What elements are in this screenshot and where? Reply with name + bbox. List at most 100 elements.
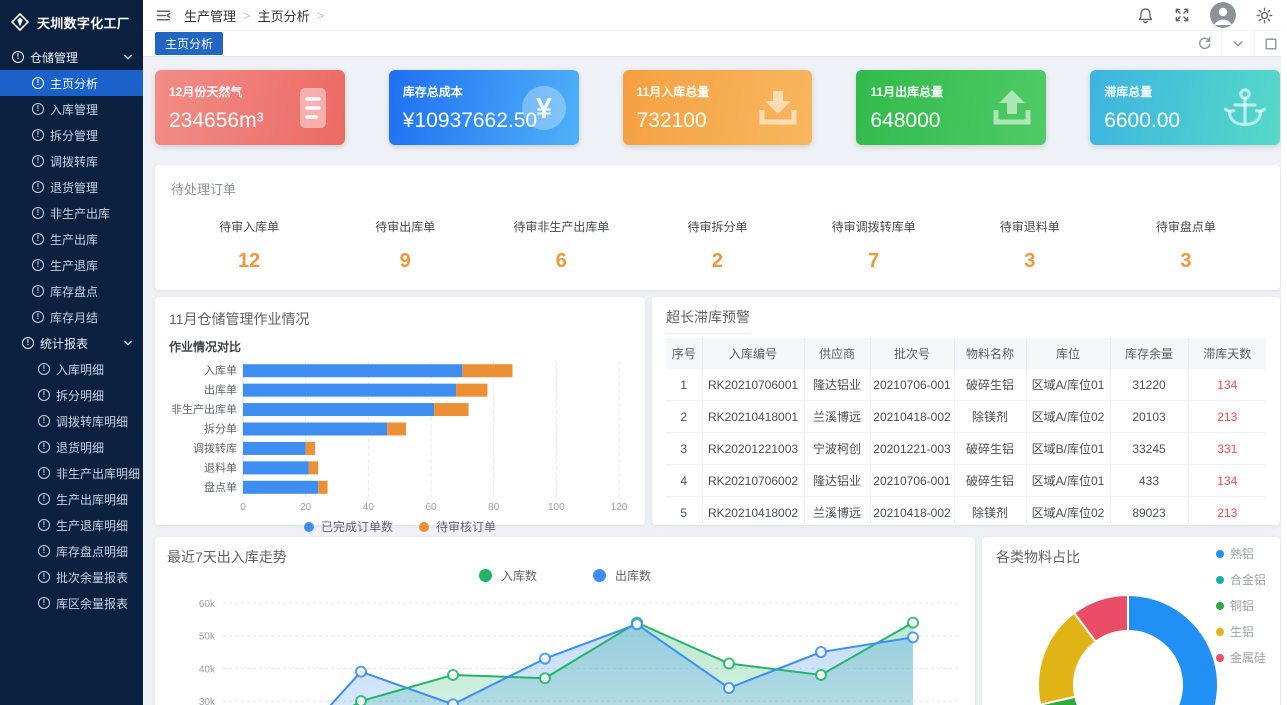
sidebar-group-1[interactable]: ! 统计报表: [0, 330, 143, 356]
pending-item-2[interactable]: 待审非生产出库单 6: [483, 218, 639, 273]
sidebar-item-0-7[interactable]: ! 生产退库: [0, 252, 143, 278]
legend-item-已完成订单数[interactable]: 已完成订单数: [303, 518, 393, 535]
table-cell: 除镁剂: [954, 400, 1027, 433]
warehouse-ops-title: 11月仓储管理作业情况: [169, 311, 310, 327]
circle-exclamation-icon: !: [32, 103, 44, 115]
main-area: 生产管理 > 主页分析 >: [143, 0, 1287, 705]
circle-exclamation-icon: !: [32, 259, 44, 271]
table-cell: 兰溪博远: [804, 496, 871, 529]
sidebar-item-0-5[interactable]: ! 非生产出库: [0, 200, 143, 226]
svg-text:调拨转库: 调拨转库: [193, 441, 237, 455]
legend-label: 入库数: [500, 569, 537, 583]
table-cell: 20210418-002: [870, 400, 955, 433]
trend-title: 最近7天出入库走势: [167, 549, 287, 565]
sidebar-group-0[interactable]: ! 仓储管理: [0, 44, 143, 70]
sidebar-item-0-2[interactable]: ! 拆分管理: [0, 122, 143, 148]
sidebar-item-0-1[interactable]: ! 入库管理: [0, 96, 143, 122]
legend-dot: [419, 521, 429, 532]
legend-item-待审核订单[interactable]: 待审核订单: [419, 518, 496, 535]
svg-text:¥: ¥: [536, 93, 552, 125]
fullscreen-icon[interactable]: [1174, 7, 1190, 23]
scrollbar-track[interactable]: [1281, 30, 1287, 705]
table-cell: 89023: [1110, 496, 1189, 529]
table-row: 4 RK20210706002 隆达铝业 20210706-001 破碎生铝 区域A/库位…: [666, 464, 1266, 497]
svg-text:40: 40: [363, 502, 375, 513]
table-cell: 31220: [1110, 369, 1189, 401]
table-cell: 兰溪博远: [804, 400, 871, 433]
sidebar-item-label: 批次余量报表: [56, 570, 129, 585]
sidebar-item-1-9[interactable]: ! 库区余量报表: [0, 590, 143, 616]
pending-item-count: 2: [711, 250, 724, 272]
table-cell: 破碎生铝: [954, 369, 1027, 401]
chevron-down-icon: [123, 52, 133, 62]
sidebar-item-0-3[interactable]: ! 调拨转库: [0, 148, 143, 174]
circle-exclamation-icon: !: [38, 519, 50, 531]
tab-home-analysis[interactable]: 主页分析: [155, 32, 224, 55]
table-header-cell: 批次号: [870, 338, 955, 369]
legend-dot: [1215, 627, 1224, 636]
pending-item-label: 待审非生产出库单: [513, 220, 610, 234]
sidebar-group-label: 统计报表: [40, 336, 89, 351]
sidebar-item-0-6[interactable]: ! 生产出库: [0, 226, 143, 252]
sidebar-item-1-1[interactable]: ! 拆分明细: [0, 382, 143, 408]
legend-item-熟铝[interactable]: 熟铝: [1215, 545, 1266, 562]
collapse-menu-icon[interactable]: [155, 7, 172, 24]
sidebar-item-1-6[interactable]: ! 生产退库明细: [0, 512, 143, 538]
sidebar-item-0-8[interactable]: ! 库存盘点: [0, 278, 143, 304]
table-cell: 区域A/库位01: [1026, 369, 1111, 401]
legend-item-生铝[interactable]: 生铝: [1215, 623, 1266, 640]
breadcrumb-item-0[interactable]: 生产管理: [184, 8, 237, 24]
legend-item-出库数[interactable]: 出库数: [593, 567, 651, 584]
table-cell: 4: [666, 464, 703, 497]
sidebar-item-0-4[interactable]: ! 退货管理: [0, 174, 143, 200]
pending-item-3[interactable]: 待审拆分单 2: [639, 218, 795, 273]
table-cell: 区域A/库位02: [1026, 400, 1111, 433]
stat-card-title: 12月份天然气: [169, 85, 243, 99]
sidebar-item-1-7[interactable]: ! 库存盘点明细: [0, 538, 143, 564]
table-cell: 213: [1188, 400, 1266, 433]
pending-item-4[interactable]: 待审调拨转库单 7: [796, 218, 952, 273]
table-cell: RK20210706002: [702, 464, 805, 497]
sidebar-item-1-8[interactable]: ! 批次余量报表: [0, 564, 143, 590]
chevron-down-icon: [123, 338, 133, 348]
inbound-arrow-icon: [756, 88, 800, 128]
table-header-cell: 库存余量: [1110, 338, 1189, 369]
legend-item-入库数[interactable]: 入库数: [478, 567, 537, 584]
legend-dot: [593, 569, 606, 582]
table-cell: 33245: [1110, 432, 1189, 465]
sidebar-item-1-5[interactable]: ! 生产出库明细: [0, 486, 143, 512]
sidebar-item-1-3[interactable]: ! 退货明细: [0, 434, 143, 460]
collapse-caret-icon[interactable]: [1221, 31, 1254, 56]
sidebar-item-label: 调拨转库明细: [56, 414, 129, 429]
breadcrumb-item-1[interactable]: 主页分析: [257, 8, 310, 24]
pending-item-5[interactable]: 待审退料单 3: [952, 218, 1108, 273]
settings-gear-icon[interactable]: [1256, 7, 1273, 24]
legend-item-铜铝[interactable]: 铜铝: [1215, 597, 1266, 614]
sidebar-item-label: 库区余量报表: [56, 596, 129, 611]
sidebar-item-0-0[interactable]: ! 主页分析: [0, 70, 143, 96]
maximize-icon[interactable]: [1254, 31, 1287, 56]
sidebar-item-1-0[interactable]: ! 入库明细: [0, 356, 143, 382]
table-cell: 区域B/库位01: [1026, 432, 1111, 465]
sidebar-item-label: 主页分析: [50, 76, 99, 91]
pending-item-count: 6: [555, 250, 567, 272]
sidebar-item-0-9[interactable]: ! 库存月结: [0, 304, 143, 330]
pending-item-1[interactable]: 待审出库单 9: [327, 218, 483, 273]
sidebar-item-1-2[interactable]: ! 调拨转库明细: [0, 408, 143, 434]
sidebar-item-1-4[interactable]: ! 非生产出库明细: [0, 460, 143, 486]
legend-label: 合金铝: [1229, 573, 1266, 587]
anchor-icon: [1222, 86, 1268, 130]
refresh-icon[interactable]: [1188, 31, 1221, 56]
table-header-cell: 供应商: [804, 338, 871, 369]
legend-item-合金铝[interactable]: 合金铝: [1215, 571, 1266, 588]
user-avatar[interactable]: [1210, 2, 1236, 28]
circle-exclamation-icon: !: [32, 181, 44, 193]
pending-item-0[interactable]: 待审入库单 12: [171, 218, 327, 273]
legend-item-金属硅[interactable]: 金属硅: [1215, 649, 1266, 666]
legend-label: 金属硅: [1229, 651, 1266, 665]
notification-bell-icon[interactable]: [1137, 7, 1154, 24]
pending-item-label: 待审出库单: [375, 220, 436, 234]
pending-item-6[interactable]: 待审盘点单 3: [1108, 218, 1264, 273]
stat-card-2: 11月入库总量 732100: [622, 70, 813, 145]
